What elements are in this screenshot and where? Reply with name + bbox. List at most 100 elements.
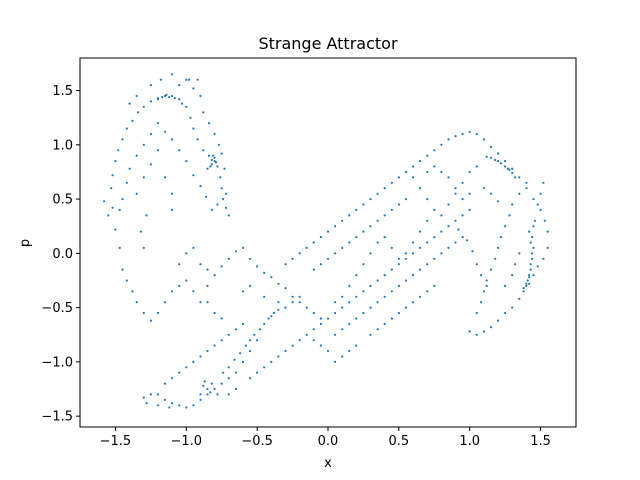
scatter-point (341, 219, 344, 222)
scatter-point (241, 322, 245, 325)
scatter-point (227, 214, 230, 217)
scatter-point (178, 404, 181, 407)
scatter-point (171, 377, 174, 380)
scatter-point (219, 176, 222, 179)
scatter-point (149, 393, 152, 396)
scatter-point (188, 78, 191, 81)
scatter-point (234, 387, 237, 391)
scatter-point (149, 163, 152, 166)
scatter-point (499, 236, 502, 239)
scatter-point (543, 219, 546, 222)
scatter-point (334, 360, 337, 363)
scatter-point (397, 284, 400, 287)
scatter-point (433, 284, 436, 287)
scatter-point (542, 257, 545, 260)
scatter-point (312, 328, 315, 331)
scatter-point (249, 349, 252, 353)
scatter-point (426, 241, 429, 244)
scatter-point (454, 241, 457, 244)
scatter-point (284, 306, 287, 309)
scatter-point (447, 246, 450, 249)
scatter-point (489, 145, 493, 149)
scatter-point (121, 268, 124, 271)
scatter-point (480, 274, 483, 277)
scatter-point (525, 187, 528, 190)
scatter-point (227, 333, 230, 336)
scatter-point (426, 290, 429, 293)
scatter-point (185, 366, 188, 369)
scatter-point (369, 225, 372, 228)
scatter-point (485, 279, 488, 282)
scatter-point (185, 105, 188, 108)
scatter-point (419, 268, 422, 271)
scatter-point (192, 127, 195, 130)
scatter-point (210, 382, 213, 385)
scatter-series (103, 73, 549, 409)
scatter-point (220, 382, 223, 385)
scatter-point (447, 176, 450, 179)
scatter-point (312, 311, 315, 315)
scatter-point (192, 290, 195, 293)
scatter-point (149, 100, 152, 103)
scatter-point (506, 167, 510, 170)
scatter-point (383, 322, 386, 325)
scatter-point (277, 282, 280, 285)
scatter-point (482, 290, 485, 293)
scatter-point (326, 257, 330, 260)
scatter-point (196, 138, 199, 141)
scatter-point (397, 203, 400, 206)
scatter-point (121, 138, 124, 141)
scatter-point (348, 322, 351, 325)
scatter-point (291, 344, 294, 347)
scatter-point (149, 132, 152, 136)
scatter-point (217, 143, 220, 146)
scatter-point (504, 160, 507, 163)
scatter-point (216, 203, 219, 206)
scatter-point (277, 355, 280, 358)
scatter-point (334, 301, 337, 304)
scatter-point (440, 143, 443, 146)
scatter-point (305, 246, 308, 249)
scatter-point (390, 317, 393, 320)
scatter-point (433, 257, 436, 260)
scatter-point (532, 246, 535, 249)
scatter-point (376, 219, 379, 222)
scatter-point (531, 252, 534, 255)
scatter-point (178, 371, 181, 374)
scatter-point (142, 246, 145, 249)
scatter-point (206, 268, 209, 271)
scatter-point (390, 290, 393, 293)
scatter-point (273, 311, 276, 315)
scatter-point (210, 158, 213, 162)
scatter-point (480, 301, 483, 304)
scatter-point (156, 404, 159, 407)
scatter-point (118, 208, 121, 211)
scatter-point (475, 165, 478, 168)
scatter-point (142, 105, 145, 108)
scatter-point (525, 181, 528, 184)
scatter-point (163, 176, 167, 179)
scatter-point (485, 155, 488, 158)
scatter-point (171, 73, 174, 76)
x-tick-label: −0.5 (241, 434, 273, 449)
scatter-point (433, 165, 436, 168)
scatter-point (206, 393, 209, 396)
scatter-point (192, 246, 195, 249)
scatter-point (482, 138, 485, 141)
scatter-point (440, 214, 443, 217)
scatter-point (341, 328, 344, 331)
scatter-point (348, 349, 351, 353)
scatter-point (533, 219, 537, 222)
scatter-point (485, 284, 488, 287)
scatter-point (142, 311, 145, 315)
scatter-point (216, 165, 219, 168)
scatter-point (539, 192, 542, 195)
scatter-point (145, 214, 148, 217)
scatter-point (362, 203, 365, 206)
scatter-point (475, 311, 478, 315)
scatter-point (411, 241, 415, 244)
scatter-point (202, 149, 205, 152)
scatter-point (277, 301, 280, 304)
y-tick-label: 0.5 (52, 193, 73, 208)
scatter-point (489, 326, 493, 329)
